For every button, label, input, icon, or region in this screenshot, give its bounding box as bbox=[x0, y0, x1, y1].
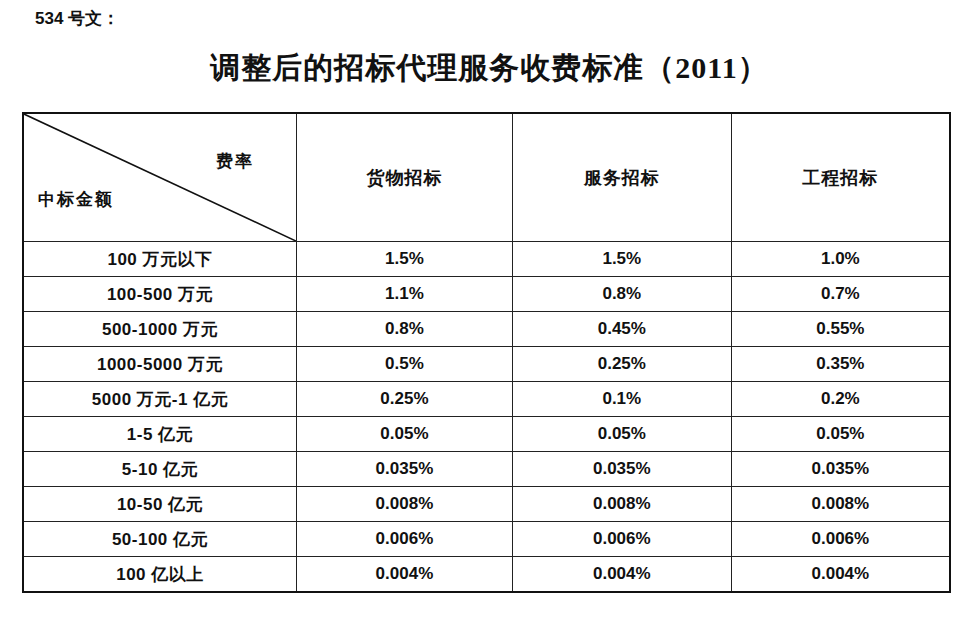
amount-range-cell: 500-1000 万元 bbox=[23, 312, 296, 347]
table-row: 500-1000 万元 0.8% 0.45% 0.55% bbox=[23, 312, 950, 347]
amount-range-cell: 5-10 亿元 bbox=[23, 452, 296, 487]
goods-rate-cell: 0.05% bbox=[296, 417, 512, 452]
amount-range-cell: 1-5 亿元 bbox=[23, 417, 296, 452]
fee-table: 费率 中标金额 货物招标 服务招标 工程招标 100 万元以下 1.5% 1.5… bbox=[22, 112, 951, 593]
document-number: 534 号文： bbox=[35, 7, 119, 30]
services-rate-cell: 0.008% bbox=[512, 487, 731, 522]
engineering-rate-cell: 0.008% bbox=[731, 487, 950, 522]
amount-range-cell: 1000-5000 万元 bbox=[23, 347, 296, 382]
table-row: 100-500 万元 1.1% 0.8% 0.7% bbox=[23, 277, 950, 312]
services-rate-cell: 0.035% bbox=[512, 452, 731, 487]
goods-rate-cell: 0.008% bbox=[296, 487, 512, 522]
engineering-rate-cell: 0.035% bbox=[731, 452, 950, 487]
services-rate-cell: 1.5% bbox=[512, 242, 731, 277]
goods-rate-cell: 0.5% bbox=[296, 347, 512, 382]
document-page: 534 号文： 调整后的招标代理服务收费标准（2011） 费率 中标金额 bbox=[0, 0, 979, 629]
engineering-rate-cell: 0.05% bbox=[731, 417, 950, 452]
table-row: 50-100 亿元 0.006% 0.006% 0.006% bbox=[23, 522, 950, 557]
services-rate-cell: 0.05% bbox=[512, 417, 731, 452]
table-row: 5-10 亿元 0.035% 0.035% 0.035% bbox=[23, 452, 950, 487]
services-rate-cell: 0.45% bbox=[512, 312, 731, 347]
services-rate-cell: 0.8% bbox=[512, 277, 731, 312]
services-rate-cell: 0.1% bbox=[512, 382, 731, 417]
services-rate-cell: 0.006% bbox=[512, 522, 731, 557]
engineering-rate-cell: 0.35% bbox=[731, 347, 950, 382]
header-row: 费率 中标金额 货物招标 服务招标 工程招标 bbox=[23, 113, 950, 242]
amount-range-cell: 100-500 万元 bbox=[23, 277, 296, 312]
engineering-rate-cell: 0.004% bbox=[731, 557, 950, 593]
amount-range-cell: 100 万元以下 bbox=[23, 242, 296, 277]
goods-rate-cell: 0.25% bbox=[296, 382, 512, 417]
engineering-rate-cell: 0.55% bbox=[731, 312, 950, 347]
services-rate-cell: 0.25% bbox=[512, 347, 731, 382]
table-row: 1-5 亿元 0.05% 0.05% 0.05% bbox=[23, 417, 950, 452]
page-title: 调整后的招标代理服务收费标准（2011） bbox=[0, 48, 979, 89]
services-rate-cell: 0.004% bbox=[512, 557, 731, 593]
column-header-goods-tender: 货物招标 bbox=[296, 113, 512, 242]
goods-rate-cell: 1.5% bbox=[296, 242, 512, 277]
amount-range-cell: 5000 万元-1 亿元 bbox=[23, 382, 296, 417]
engineering-rate-cell: 0.006% bbox=[731, 522, 950, 557]
engineering-rate-cell: 0.7% bbox=[731, 277, 950, 312]
table-row: 100 亿以上 0.004% 0.004% 0.004% bbox=[23, 557, 950, 593]
corner-header-cell: 费率 中标金额 bbox=[23, 113, 296, 242]
amount-range-cell: 10-50 亿元 bbox=[23, 487, 296, 522]
goods-rate-cell: 0.8% bbox=[296, 312, 512, 347]
goods-rate-cell: 0.004% bbox=[296, 557, 512, 593]
goods-rate-cell: 0.035% bbox=[296, 452, 512, 487]
diagonal-divider-line bbox=[24, 114, 296, 241]
column-header-service-tender: 服务招标 bbox=[512, 113, 731, 242]
amount-range-cell: 100 亿以上 bbox=[23, 557, 296, 593]
table-row: 100 万元以下 1.5% 1.5% 1.0% bbox=[23, 242, 950, 277]
table-row: 10-50 亿元 0.008% 0.008% 0.008% bbox=[23, 487, 950, 522]
goods-rate-cell: 1.1% bbox=[296, 277, 512, 312]
corner-label-rate: 费率 bbox=[216, 150, 254, 173]
amount-range-cell: 50-100 亿元 bbox=[23, 522, 296, 557]
column-header-engineering-tender: 工程招标 bbox=[731, 113, 950, 242]
fee-table-container: 费率 中标金额 货物招标 服务招标 工程招标 100 万元以下 1.5% 1.5… bbox=[22, 112, 951, 593]
engineering-rate-cell: 0.2% bbox=[731, 382, 950, 417]
goods-rate-cell: 0.006% bbox=[296, 522, 512, 557]
engineering-rate-cell: 1.0% bbox=[731, 242, 950, 277]
table-row: 5000 万元-1 亿元 0.25% 0.1% 0.2% bbox=[23, 382, 950, 417]
table-row: 1000-5000 万元 0.5% 0.25% 0.35% bbox=[23, 347, 950, 382]
corner-label-bid-amount: 中标金额 bbox=[38, 188, 114, 211]
